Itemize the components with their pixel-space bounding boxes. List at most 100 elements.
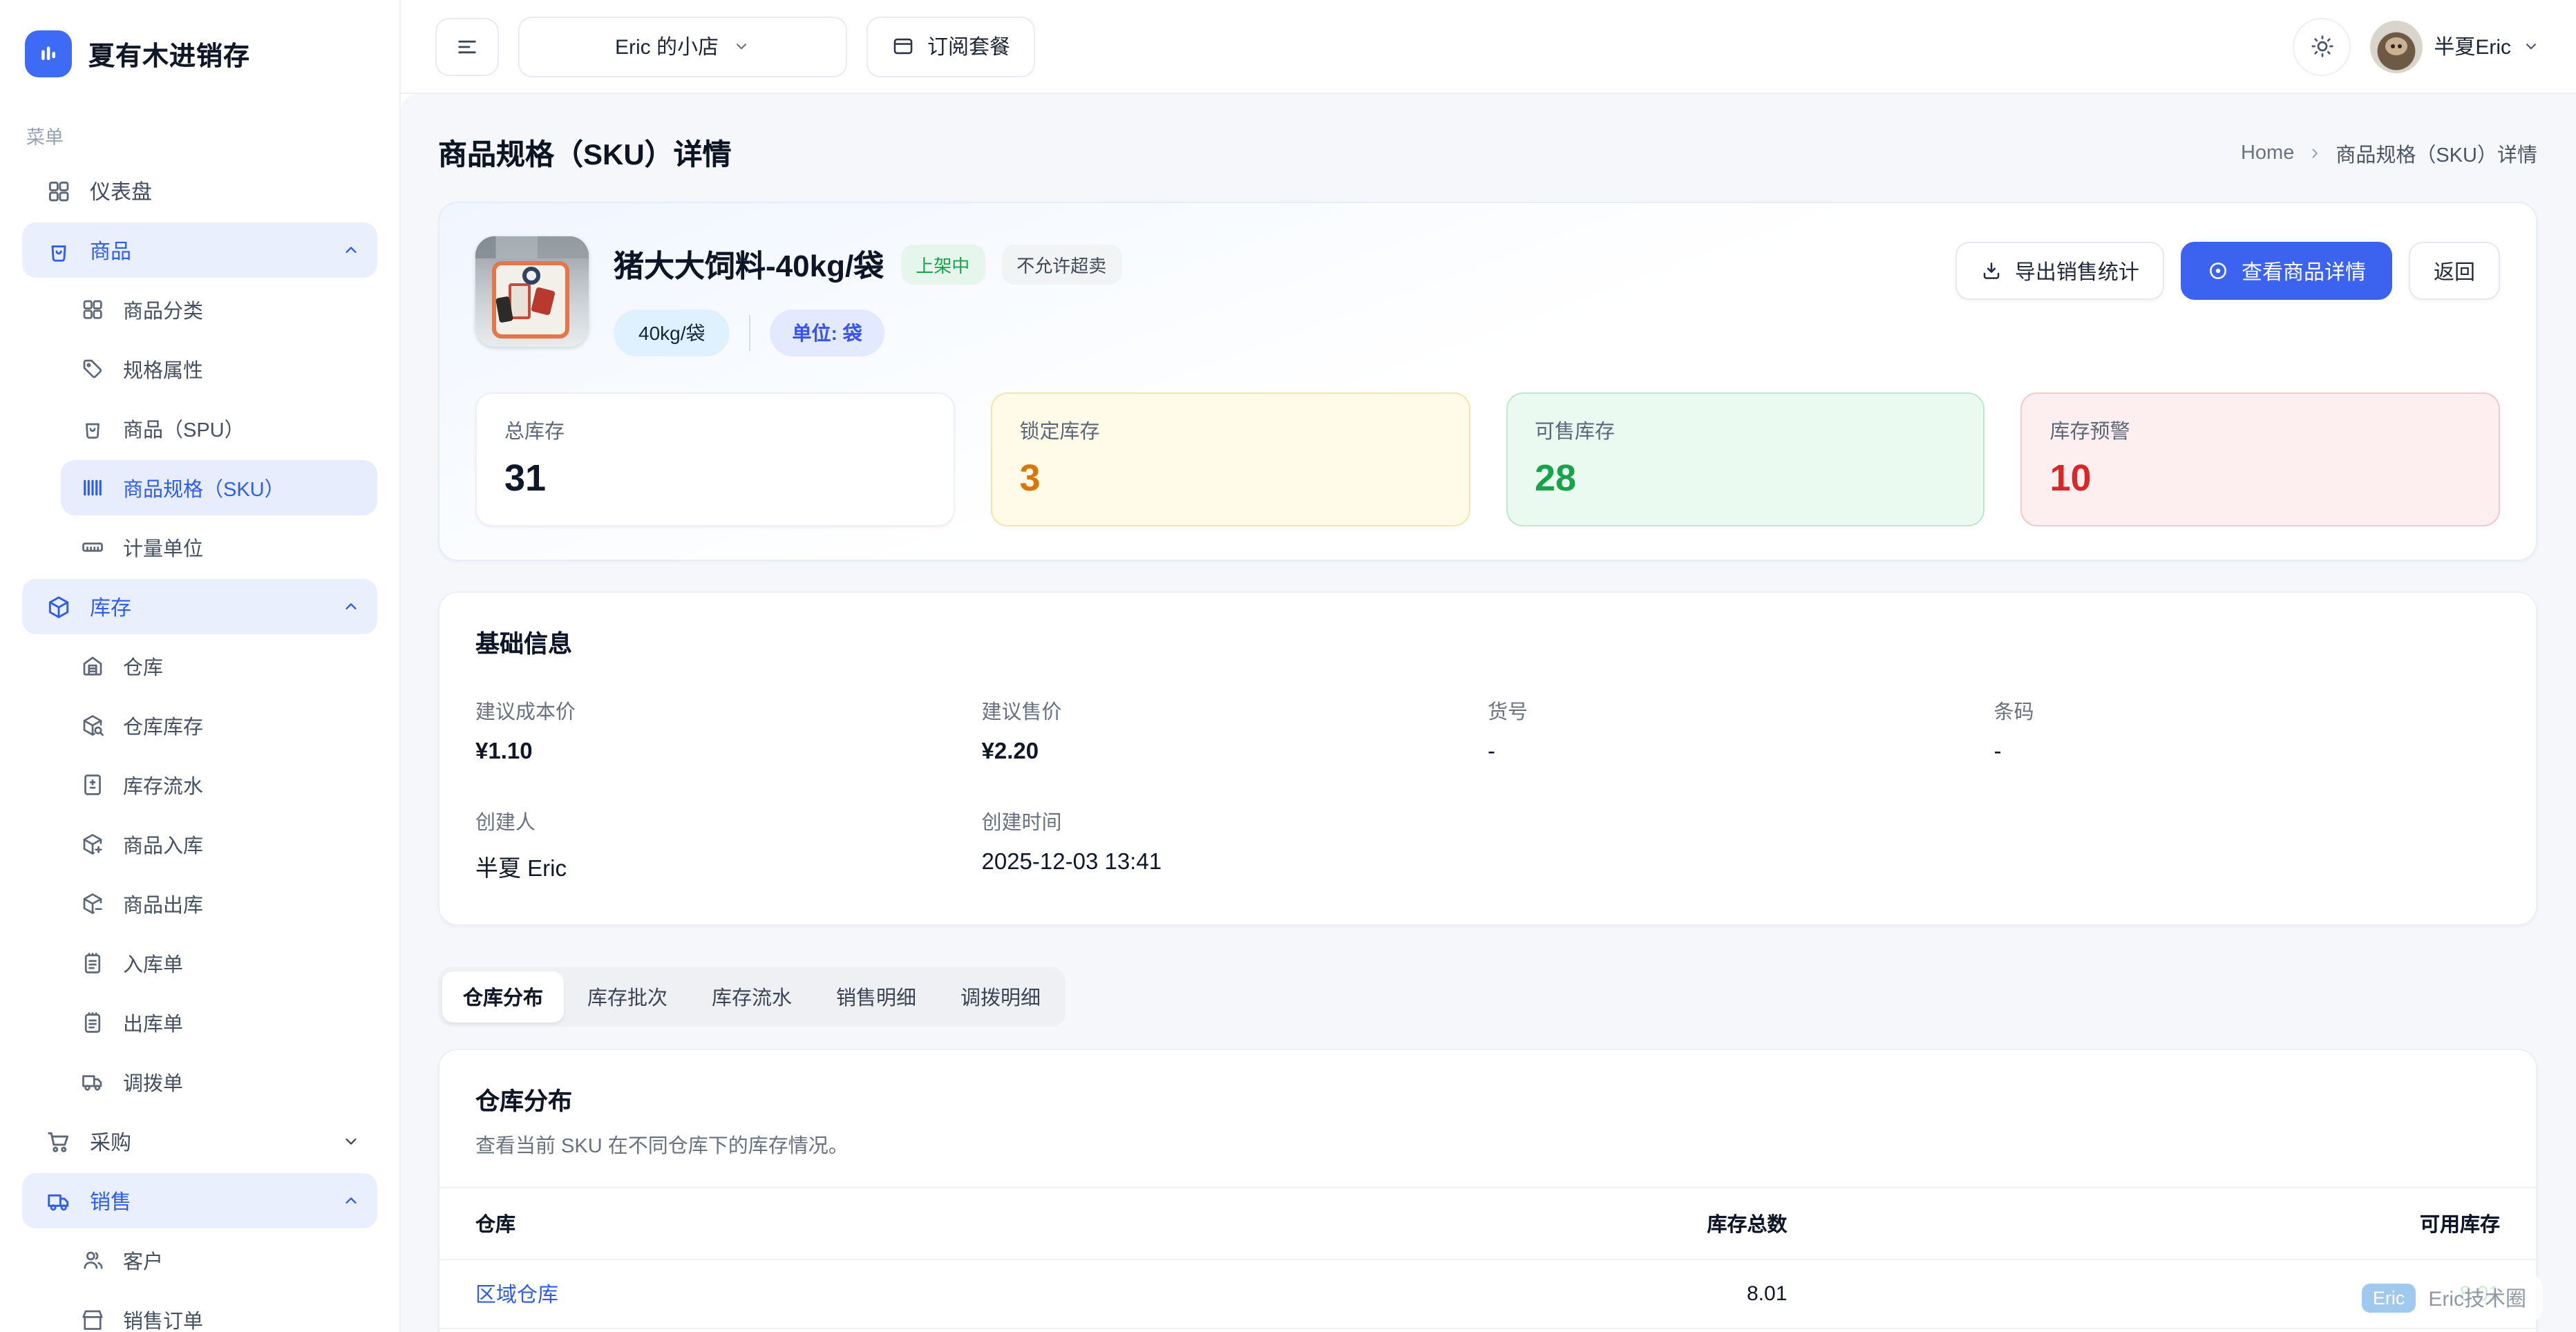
chevron-right-icon xyxy=(2307,145,2323,162)
menu-section-label: 菜单 xyxy=(26,127,64,148)
sidebar-item-sku[interactable]: 商品规格（SKU） xyxy=(61,460,377,515)
sidebar-item-stock-in[interactable]: 商品入库 xyxy=(61,817,377,872)
page-title: 商品规格（SKU）详情 xyxy=(438,140,732,171)
stock-stats: 总库存 31 锁定库存 3 可售库存 28 库存预警 10 xyxy=(475,392,2500,526)
app-logo-icon xyxy=(25,30,72,77)
product-image xyxy=(475,236,589,347)
pill-divider xyxy=(749,315,751,351)
sidebar-item-customers[interactable]: 客户 xyxy=(61,1233,377,1288)
total-stock-value: 8.01 xyxy=(1278,1259,1824,1329)
tab-sales-detail[interactable]: 销售明细 xyxy=(836,988,916,1010)
field-barcode: 条码 - xyxy=(1993,702,2034,764)
sidebar-item-warehouse[interactable]: 仓库 xyxy=(61,638,377,694)
warehouse-link[interactable]: 区域仓库 xyxy=(475,1284,559,1307)
sidebar-item-units[interactable]: 计量单位 xyxy=(61,520,377,575)
watermark: Eric Eric技术圈 xyxy=(2350,1275,2543,1321)
sidebar-group-inventory[interactable]: 库存 xyxy=(22,579,377,634)
theme-toggle-button[interactable] xyxy=(2293,17,2351,75)
chevron-down-icon xyxy=(2522,37,2540,55)
table-row: 默认仓库 22.99 22.99 xyxy=(439,1328,2536,1332)
distribution-table: 仓库 库存总数 可用库存 区域仓库 8.01 8.01 默认仓库 xyxy=(439,1187,2536,1332)
shopping-bag-icon xyxy=(80,416,105,441)
file-plus-minus-icon xyxy=(80,772,105,797)
sidebar-item-sales-order[interactable]: 销售订单 xyxy=(61,1292,377,1332)
product-header: 猪大大饲料-40kg/袋 上架中 不允许超卖 40kg/袋 单位: 袋 xyxy=(475,236,2500,356)
clipboard-icon xyxy=(80,1010,105,1035)
menu-icon xyxy=(455,34,480,59)
subscribe-plan-button[interactable]: 订阅套餐 xyxy=(866,16,1036,77)
distribution-subtitle: 查看当前 SKU 在不同仓库下的库存情况。 xyxy=(475,1136,849,1158)
sidebar-item-inbound-order[interactable]: 入库单 xyxy=(61,935,377,991)
shop-selector[interactable]: Eric 的小店 xyxy=(518,16,847,77)
box-search-icon xyxy=(80,713,105,738)
user-menu[interactable]: 半夏Eric xyxy=(2370,20,2540,73)
warehouse-icon xyxy=(80,654,105,678)
product-summary-card: 猪大大饲料-40kg/袋 上架中 不允许超卖 40kg/袋 单位: 袋 xyxy=(438,202,2537,561)
tab-warehouse-distribution[interactable]: 仓库分布 xyxy=(442,971,564,1022)
basic-info-title: 基础信息 xyxy=(475,630,572,658)
tab-stock-batches[interactable]: 库存批次 xyxy=(587,988,667,1010)
watermark-text: Eric技术圈 xyxy=(2428,1288,2526,1311)
back-button[interactable]: 返回 xyxy=(2408,242,2500,300)
breadcrumb: Home 商品规格（SKU）详情 xyxy=(2241,139,2537,168)
stat-sellable-stock: 可售库存 28 xyxy=(1506,392,1985,526)
sidebar-item-dashboard[interactable]: 仪表盘 xyxy=(22,163,377,218)
sidebar-item-warehouse-stock[interactable]: 仓库库存 xyxy=(61,698,377,753)
sidebar-item-stock-out[interactable]: 商品出库 xyxy=(61,876,377,931)
col-available-stock: 可用库存 xyxy=(1823,1187,2536,1259)
field-creator: 创建人 半夏 Eric xyxy=(475,812,567,882)
main-area: Eric 的小店 订阅套餐 半夏Eric 商品规格（SKU）详情 Home xyxy=(401,0,2576,1332)
page-content: 商品规格（SKU）详情 Home 商品规格（SKU）详情 xyxy=(401,94,2576,1332)
unit-pill: 单位: 袋 xyxy=(770,310,884,356)
field-item-number: 货号 - xyxy=(1488,702,1528,764)
topbar: Eric 的小店 订阅套餐 半夏Eric xyxy=(401,0,2576,94)
sidebar-group-purchase[interactable]: 采购 xyxy=(22,1114,377,1169)
breadcrumb-home[interactable]: Home xyxy=(2240,142,2295,164)
sidebar-item-spu[interactable]: 商品（SPU） xyxy=(61,401,377,456)
view-product-detail-button[interactable]: 查看商品详情 xyxy=(2180,242,2392,300)
sidebar-group-sales[interactable]: 销售 xyxy=(22,1173,377,1228)
box-icon xyxy=(46,593,72,620)
avatar xyxy=(2370,20,2423,73)
oversell-badge: 不允许超卖 xyxy=(1001,244,1122,284)
sidebar: 夏有木进销存 菜单 仪表盘 商品 商品分类 规格属性 商 xyxy=(0,0,401,1332)
table-row: 区域仓库 8.01 8.01 xyxy=(439,1259,2536,1329)
sidebar-item-product-category[interactable]: 商品分类 xyxy=(61,282,377,337)
truck-icon xyxy=(80,1069,105,1094)
sidebar-item-stock-flow[interactable]: 库存流水 xyxy=(61,757,377,812)
product-actions: 导出销售统计 查看商品详情 返回 xyxy=(1955,236,2500,356)
box-plus-icon xyxy=(80,832,105,857)
tab-stock-flow[interactable]: 库存流水 xyxy=(712,988,792,1010)
breadcrumb-current: 商品规格（SKU）详情 xyxy=(2336,144,2537,166)
sidebar-group-products[interactable]: 商品 xyxy=(22,222,377,278)
ruler-icon xyxy=(80,535,105,560)
tab-transfer-detail[interactable]: 调拨明细 xyxy=(960,988,1041,1010)
col-warehouse: 仓库 xyxy=(439,1187,1278,1259)
user-name: 半夏Eric xyxy=(2434,36,2511,59)
field-created-at: 创建时间 2025-12-03 13:41 xyxy=(981,812,1162,875)
product-name: 猪大大饲料-40kg/袋 xyxy=(614,249,884,283)
watermark-chip: Eric xyxy=(2361,1284,2416,1313)
stat-stock-alert: 库存预警 10 xyxy=(2020,392,2500,526)
spec-pill: 40kg/袋 xyxy=(614,310,730,356)
available-stock-value: 22.99 xyxy=(1823,1328,2536,1332)
sidebar-item-outbound-order[interactable]: 出库单 xyxy=(61,995,377,1050)
dashboard-icon xyxy=(46,178,72,204)
box-minus-icon xyxy=(80,891,105,916)
sidebar-item-transfer-order[interactable]: 调拨单 xyxy=(61,1054,377,1110)
users-icon xyxy=(80,1248,105,1273)
sidebar-item-spec-attributes[interactable]: 规格属性 xyxy=(61,341,377,397)
product-info: 猪大大饲料-40kg/袋 上架中 不允许超卖 40kg/袋 单位: 袋 xyxy=(614,236,1122,356)
grid-icon xyxy=(80,297,105,322)
store-icon xyxy=(80,1307,105,1332)
stat-locked-stock: 锁定库存 3 xyxy=(990,392,1470,526)
table-header-row: 仓库 库存总数 可用库存 xyxy=(439,1187,2536,1259)
brand: 夏有木进销存 xyxy=(22,30,377,77)
card-icon xyxy=(891,35,915,58)
sidebar-toggle-button[interactable] xyxy=(435,17,499,75)
eye-target-icon xyxy=(2207,260,2229,282)
export-sales-button[interactable]: 导出销售统计 xyxy=(1955,242,2164,300)
chevron-up-icon xyxy=(341,597,361,616)
chevron-up-icon xyxy=(341,240,361,260)
chevron-down-icon xyxy=(341,1132,361,1151)
